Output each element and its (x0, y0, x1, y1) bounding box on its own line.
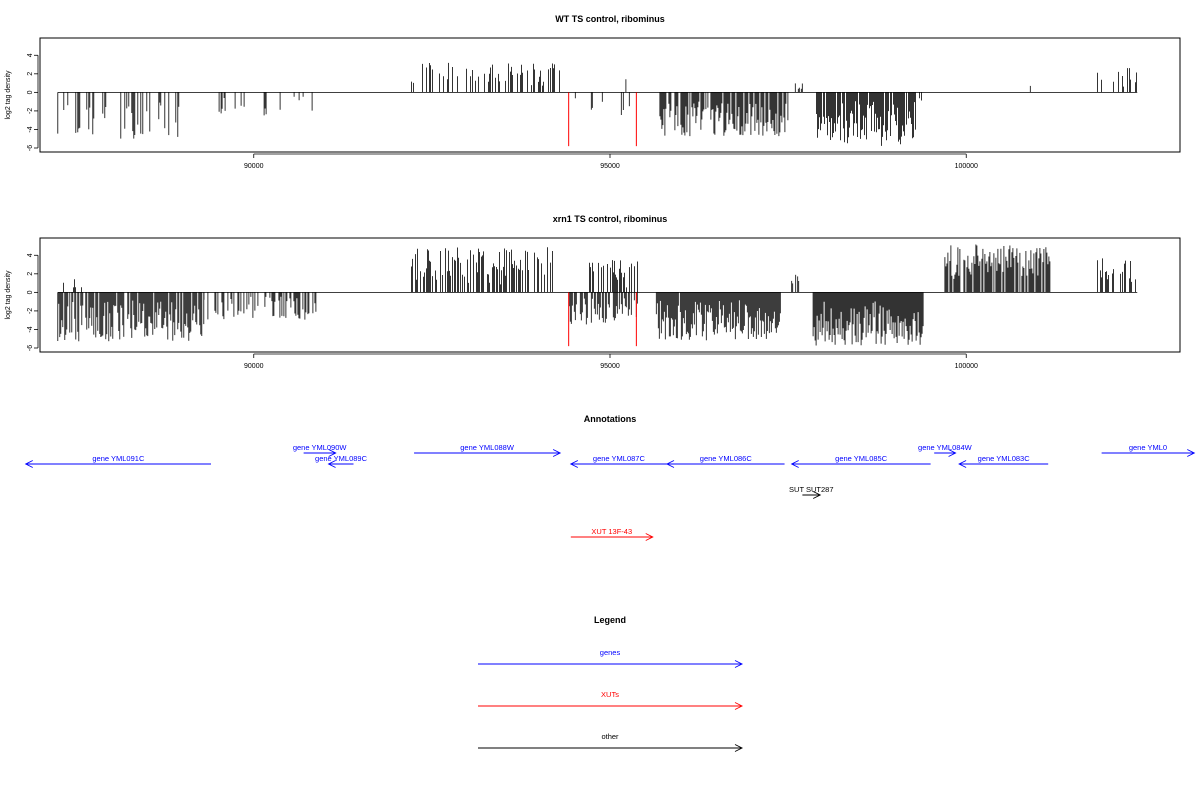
annotation-label: gene YML083C (978, 454, 1031, 463)
annotation-items: gene YML091C gene YML090W gene YML089C gene… (24, 443, 1196, 541)
annotation-arrowhead (24, 460, 33, 468)
annotation-feature: gene YML085C (790, 454, 931, 468)
wt-y-tick-label: -6 (27, 145, 34, 151)
wt-highlights (568, 92, 637, 147)
annotation-label: gene YML0 (1129, 443, 1167, 452)
annotations-title: Annotations (584, 414, 637, 424)
xrn1-y-tick-label: 2 (27, 272, 34, 276)
annotation-feature: gene YML087C (569, 454, 667, 468)
wt-x-tick-label: 90000 (244, 163, 264, 170)
xrn1-x-tick-label: 100000 (955, 363, 978, 370)
annotation-arrowhead (812, 491, 822, 499)
annotation-arrowhead (790, 460, 799, 468)
annotation-arrowhead (327, 460, 336, 468)
annotation-feature: gene YML086C (665, 454, 785, 468)
legend-entry: other (478, 732, 744, 752)
xrn1-x-tick-label: 90000 (244, 363, 264, 370)
legend-label: other (601, 732, 619, 741)
annotation-feature: gene YML091C (24, 454, 211, 468)
annotation-label: gene YML091C (92, 454, 145, 463)
xrn1-x-tick-label: 95000 (600, 363, 620, 370)
legend-entry: XUTs (478, 690, 744, 710)
legend-arrowhead (734, 660, 744, 668)
annotation-arrowhead (645, 533, 654, 541)
xrn1-plot-frame (39, 237, 1181, 353)
annotation-feature: gene YML084W (918, 443, 973, 457)
annotation-feature: SUT SUT287 (789, 485, 834, 499)
legend-label: genes (600, 648, 621, 657)
annotation-feature: gene YML088W (414, 443, 562, 457)
annotation-arrowhead (552, 449, 562, 457)
annotation-label: gene YML085C (835, 454, 888, 463)
annotation-arrowhead (665, 460, 675, 468)
wt-y-axis-label: log2 tag density (5, 70, 12, 120)
annotation-label: gene YML087C (593, 454, 646, 463)
annotation-label: gene YML086C (700, 454, 753, 463)
wt-x-tick-label: 95000 (600, 163, 620, 170)
wt-x-tick-label: 100000 (955, 163, 978, 170)
wt-plot-frame (39, 37, 1181, 153)
annotation-arrowhead (569, 460, 579, 468)
xrn1-axes: -6 -4 -2 0 2 4 90000 95000 100000 (27, 253, 978, 370)
wt-y-tick-label: 0 (27, 90, 34, 94)
xrn1-bars (57, 244, 1138, 346)
xrn1-y-tick-label: 4 (27, 253, 34, 257)
annotation-label: gene YML084W (918, 443, 973, 452)
xrn1-y-tick-label: 0 (27, 290, 34, 294)
xrn1-y-tick-label: -4 (27, 326, 34, 332)
wt-y-tick-label: -4 (27, 126, 34, 132)
xrn1-highlights (568, 292, 637, 347)
legend-arrowhead (734, 702, 744, 710)
annotation-feature: XUT 13F-43 (570, 527, 654, 541)
xrn1-y-tick-label: -2 (27, 308, 34, 314)
annotation-feature: gene YML089C (315, 454, 368, 468)
legend-label: XUTs (601, 690, 619, 699)
legend-items: genes XUTs other (478, 648, 744, 752)
wt-y-tick-label: -2 (27, 108, 34, 114)
annotation-arrowhead (328, 449, 337, 457)
wt-track-panel: WT TS control, ribominus log2 tag densit… (5, 14, 1181, 170)
legend-title: Legend (594, 615, 626, 625)
wt-y-tick-label: 4 (27, 53, 34, 57)
xrn1-y-axis-label: log2 tag density (5, 270, 12, 320)
legend-arrowhead (734, 744, 744, 752)
annotation-label: gene YML089C (315, 454, 368, 463)
xrn1-track-title: xrn1 TS control, ribominus (553, 214, 668, 224)
annotation-feature: gene YML0 (1101, 443, 1196, 457)
xrn1-track-panel: xrn1 TS control, ribominus log2 tag dens… (5, 214, 1181, 370)
annotation-arrowhead (948, 449, 957, 457)
annotation-arrowhead (958, 460, 967, 468)
annotation-label: gene YML090W (293, 443, 348, 452)
annotation-label: SUT SUT287 (789, 485, 833, 494)
legend-panel: Legend genes XUTs other (478, 615, 744, 752)
annotation-feature: gene YML083C (958, 454, 1049, 468)
wt-y-tick-label: 2 (27, 72, 34, 76)
wt-track-title: WT TS control, ribominus (555, 14, 665, 24)
annotation-label: XUT 13F-43 (591, 527, 632, 536)
xrn1-y-tick-label: -6 (27, 345, 34, 351)
legend-entry: genes (478, 648, 744, 668)
annotation-feature: gene YML090W (293, 443, 348, 457)
annotation-label: gene YML088W (460, 443, 515, 452)
annotation-arrowhead (1187, 449, 1196, 457)
wt-axes: -6 -4 -2 0 2 4 90000 95000 100000 (27, 53, 978, 170)
wt-bars (57, 62, 1138, 146)
